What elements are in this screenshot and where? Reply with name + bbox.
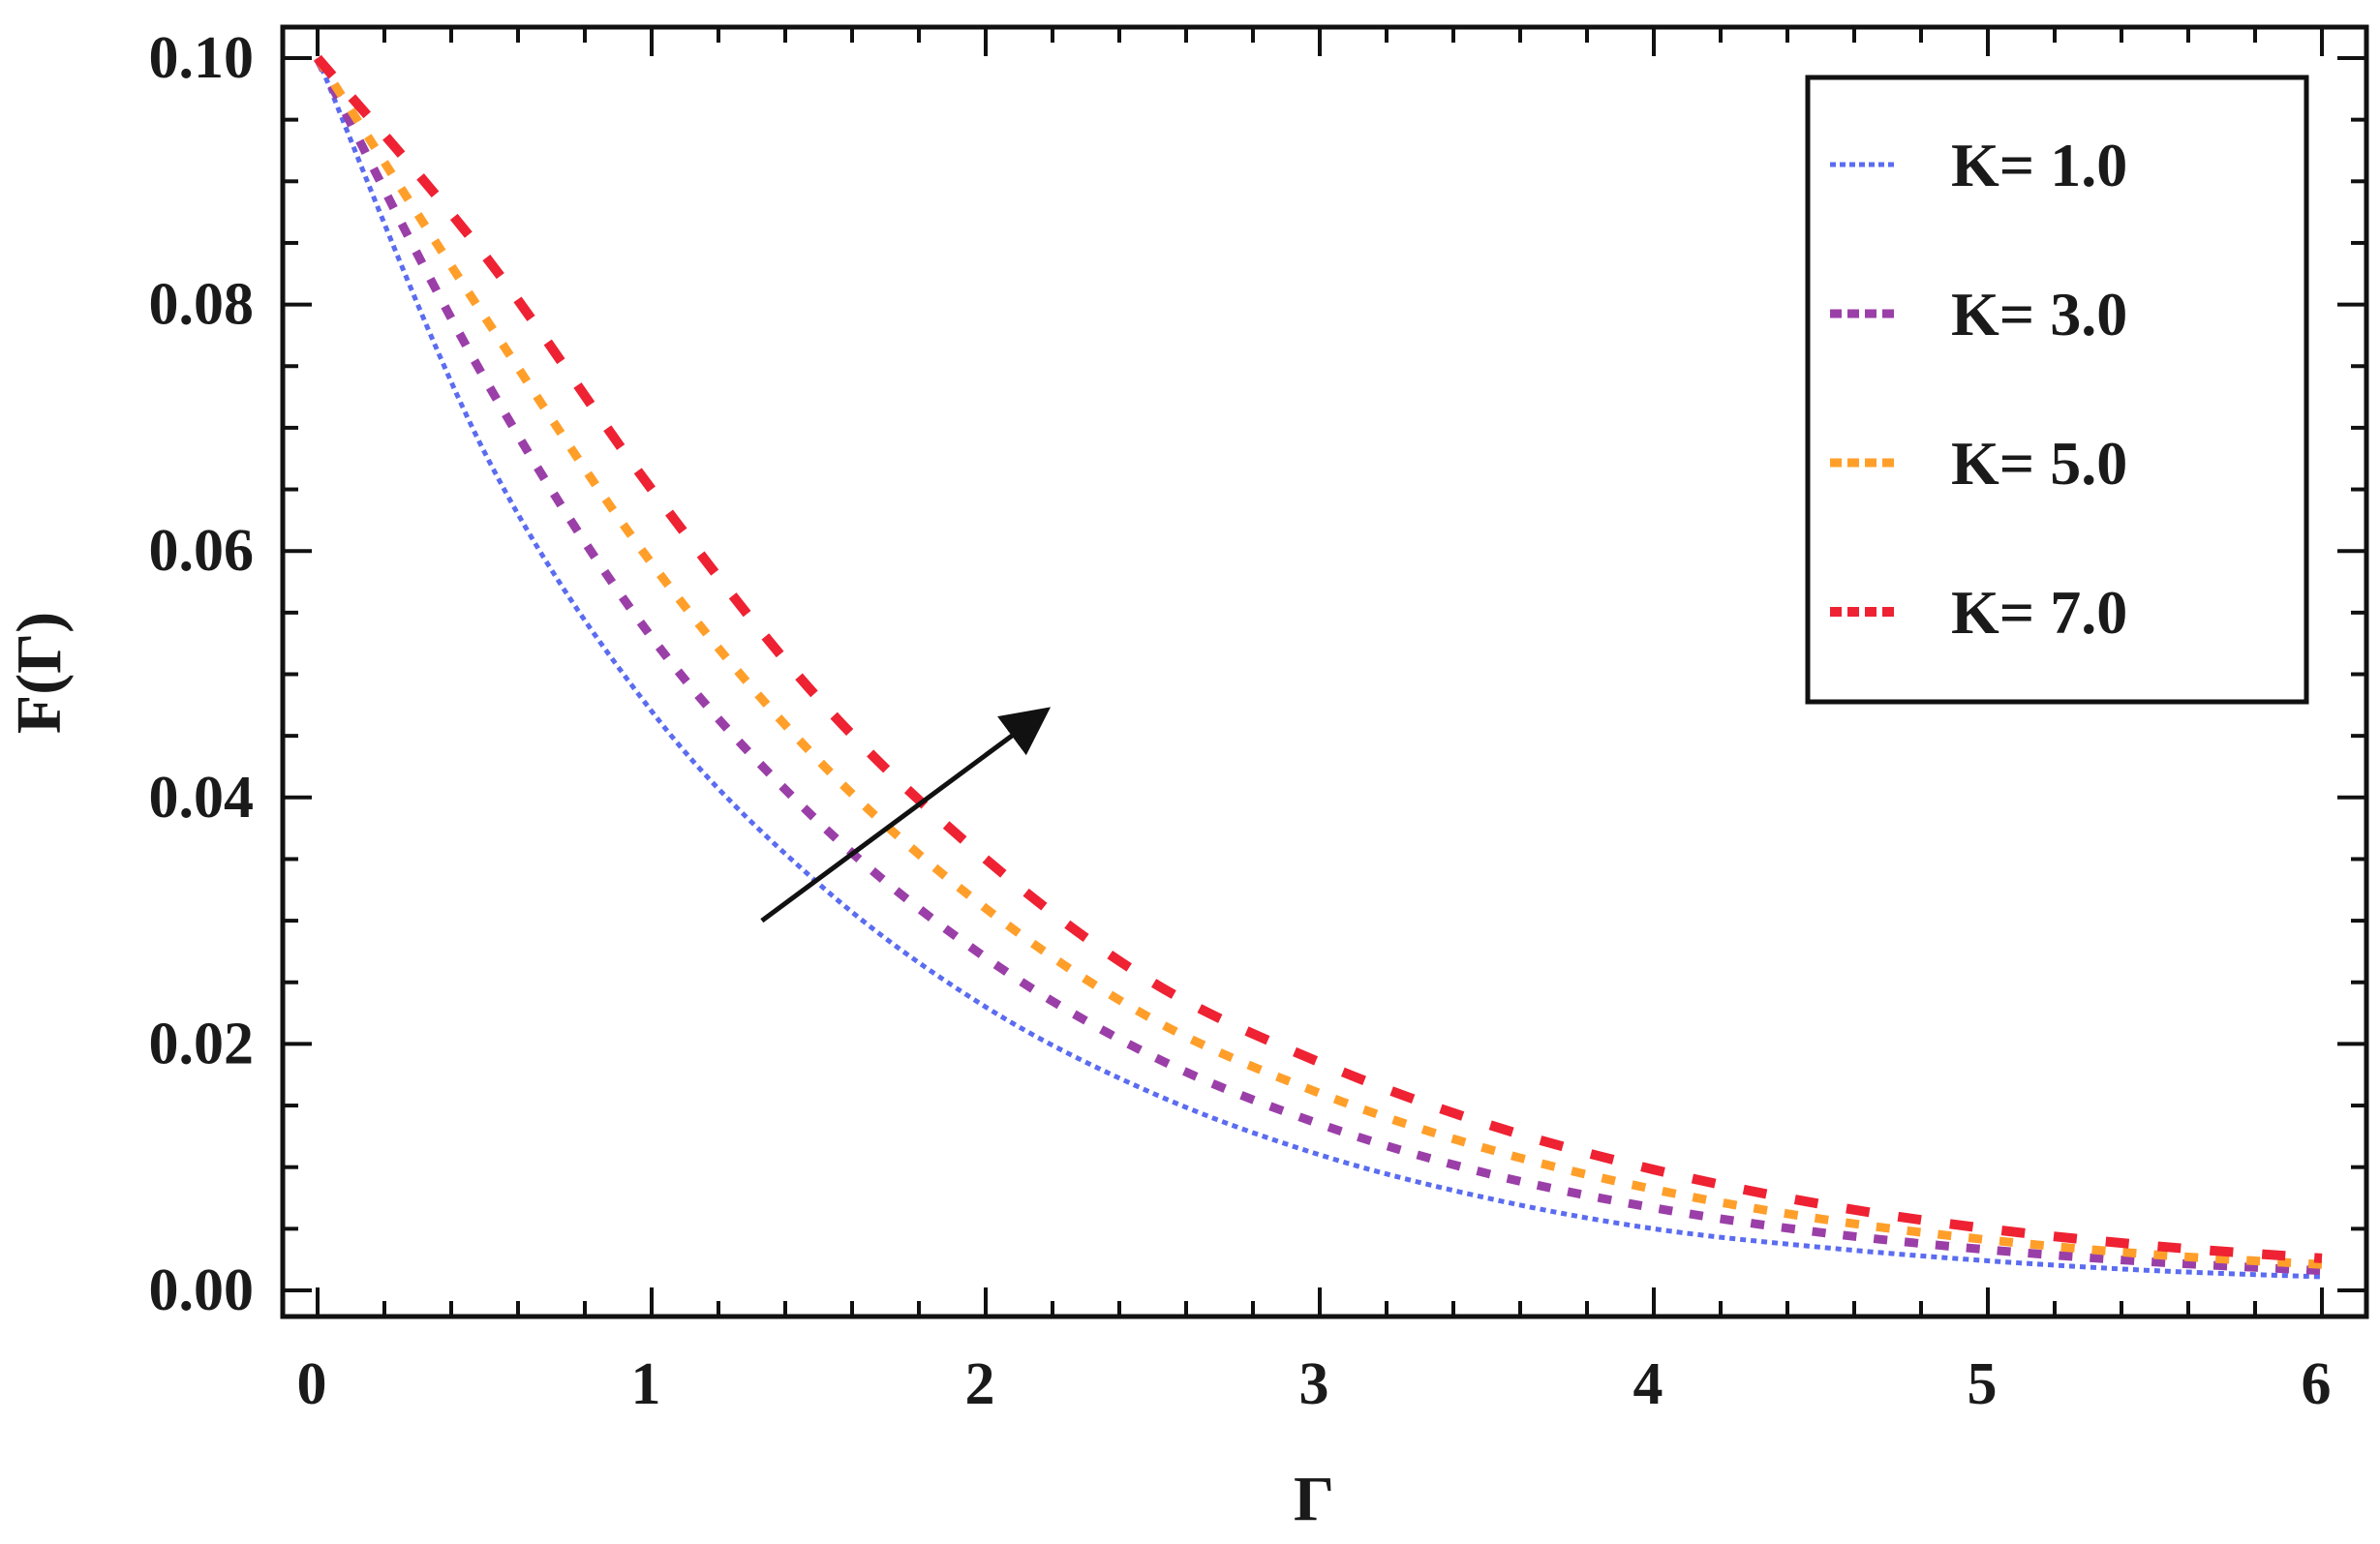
x-tick-label: 1	[631, 1351, 661, 1417]
plot-area	[280, 24, 2369, 1319]
legend-label: K= 7.0	[1951, 578, 2127, 647]
series-line-4	[314, 54, 2323, 1263]
x-axis-title: Γ	[1294, 1464, 1334, 1534]
trend-arrow	[760, 707, 1052, 923]
series-line-2	[314, 55, 2323, 1276]
axis-ticks	[283, 27, 2366, 1317]
y-tick-label: 0.00	[149, 1257, 255, 1323]
y-tick-label: 0.04	[149, 765, 255, 831]
legend-items: K= 1.0 K= 3.0 K= 5.0 K= 7.0	[1830, 131, 2127, 647]
y-tick-labels: 0.00 0.02 0.04 0.06 0.08 0.10	[149, 25, 255, 1323]
x-tick-label: 6	[2302, 1351, 2332, 1417]
x-tick-label: 3	[1299, 1351, 1329, 1417]
series-line-3	[314, 55, 2323, 1269]
plot-frame	[280, 24, 2369, 1319]
legend: K= 1.0 K= 3.0 K= 5.0 K= 7.0	[1805, 75, 2309, 705]
legend-label: K= 3.0	[1951, 280, 2127, 348]
x-tick-label: 0	[297, 1351, 327, 1417]
y-tick-label: 0.08	[149, 272, 255, 338]
y-tick-label: 0.10	[149, 25, 255, 91]
legend-box	[1805, 75, 2309, 705]
x-tick-label: 4	[1633, 1351, 1663, 1417]
y-tick-label: 0.06	[149, 518, 255, 584]
legend-label: K= 5.0	[1951, 429, 2127, 498]
x-tick-labels: 0 1 2 3 4 5 6	[297, 1351, 2332, 1417]
x-tick-label: 5	[1968, 1351, 1998, 1417]
y-axis-title: F(Γ)	[4, 612, 75, 734]
legend-label: K= 1.0	[1951, 131, 2127, 199]
y-tick-label: 0.02	[149, 1011, 255, 1076]
x-tick-label: 2	[965, 1351, 995, 1417]
series-lines	[314, 54, 2323, 1280]
annotations	[760, 707, 1052, 923]
